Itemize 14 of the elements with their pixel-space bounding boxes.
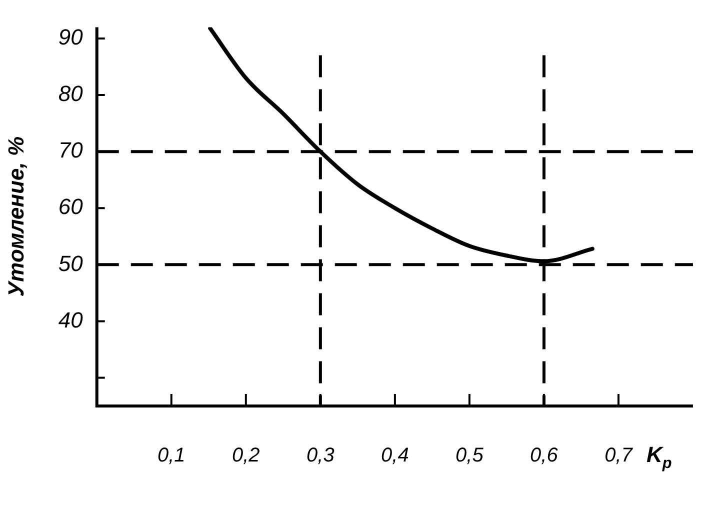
x-tick-label: 0,2	[232, 444, 260, 467]
y-tick-label: 40	[58, 307, 84, 332]
y-tick-label: 90	[58, 24, 84, 50]
x-tick-label: 0,6	[530, 444, 559, 467]
x-tick-label: 0,4	[381, 444, 409, 467]
x-tick-label: 0,7	[604, 444, 634, 467]
y-tick-label: 50	[58, 250, 84, 276]
x-tick-label: 0,5	[456, 444, 484, 467]
y-axis-title: Утомление, %	[3, 136, 28, 297]
y-tick-label: 60	[58, 194, 84, 220]
x-tick-label: 0,3	[306, 444, 334, 467]
y-tick-label: 80	[58, 81, 84, 106]
x-tick-label: 0,1	[157, 444, 186, 467]
y-tick-label: 70	[58, 138, 84, 163]
